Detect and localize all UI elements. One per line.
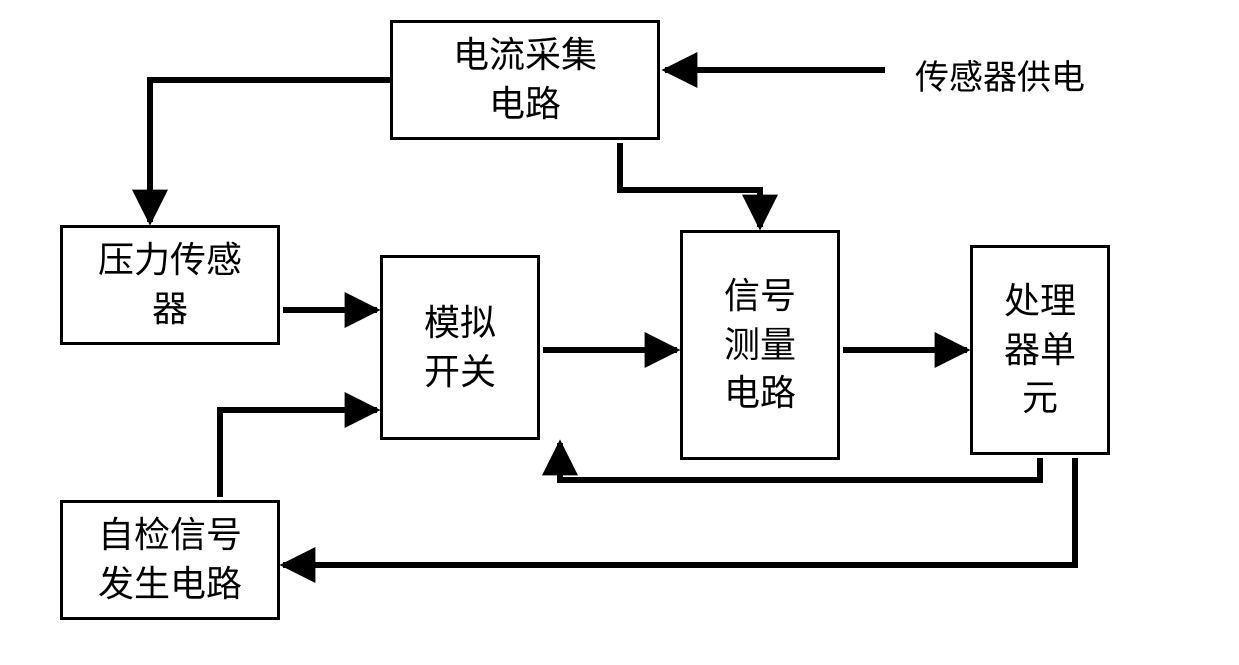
node-selfcheck: 自检信号发生电路 — [60, 500, 280, 620]
node-pressure-sensor-label: 压力传感器 — [98, 236, 242, 333]
node-analog-switch: 模拟开关 — [380, 255, 540, 440]
edge-current_collect-to-signal_measure — [620, 143, 760, 227]
edge-processor-to-selfcheck — [283, 458, 1075, 565]
label-sensor-power-text: 传感器供电 — [915, 60, 1085, 97]
node-selfcheck-label: 自检信号发生电路 — [98, 511, 242, 608]
node-analog-switch-label: 模拟开关 — [424, 299, 496, 396]
edge-current_collect-to-pressure_sensor — [150, 80, 390, 222]
node-signal-measure-label: 信号测量电路 — [724, 272, 796, 418]
node-processor: 处理器单元 — [970, 245, 1110, 455]
node-pressure-sensor: 压力传感器 — [60, 225, 280, 345]
edge-selfcheck-to-analog_switch — [220, 410, 377, 497]
node-current-collect-label: 电流采集电路 — [453, 31, 597, 128]
node-current-collect: 电流采集电路 — [390, 20, 660, 140]
label-sensor-power: 传感器供电 — [890, 50, 1110, 99]
node-signal-measure: 信号测量电路 — [680, 230, 840, 460]
node-processor-label: 处理器单元 — [1004, 277, 1076, 423]
